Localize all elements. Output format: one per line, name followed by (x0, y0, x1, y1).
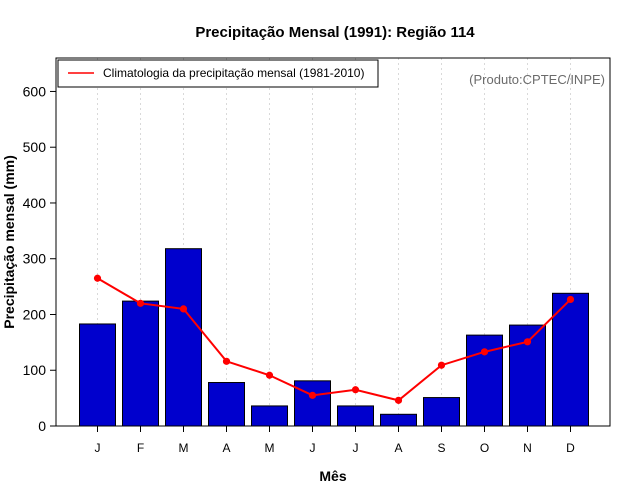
bar (122, 300, 159, 427)
climatology-point (265, 371, 274, 379)
x-tick-label: A (222, 441, 230, 455)
y-tick-label: 500 (23, 139, 47, 155)
climatology-point (222, 357, 231, 365)
x-tick-label: S (437, 441, 445, 455)
bar (79, 323, 116, 427)
x-tick-label: N (523, 441, 532, 455)
bar (251, 405, 288, 427)
bars-group (79, 248, 589, 427)
plot-frame (55, 57, 611, 427)
y-axis-ticks: 0 100 200 300 400 500 600 (23, 83, 56, 434)
climatology-point (179, 305, 188, 313)
climatology-line (96, 277, 572, 402)
x-tick-label: A (394, 441, 402, 455)
x-tick-label: J (353, 441, 359, 455)
legend-label: Climatologia da precipitação mensal (198… (103, 66, 364, 80)
climatology-point (394, 396, 403, 404)
climatology-point (351, 386, 360, 394)
x-tick-label: D (566, 441, 575, 455)
climatology-point (523, 338, 532, 346)
x-tick-label: F (137, 441, 144, 455)
legend: Climatologia da precipitação mensal (198… (57, 59, 379, 88)
climatology-point (566, 295, 575, 304)
x-tick-label: J (310, 441, 316, 455)
y-tick-label: 200 (23, 306, 47, 322)
bar (208, 382, 245, 427)
x-axis-label: Mês (319, 468, 346, 484)
climatology-line-group (93, 274, 575, 404)
credit-text: (Produto:CPTEC/INPE) (469, 72, 605, 87)
y-tick-label: 400 (23, 195, 47, 211)
climatology-point (308, 391, 317, 399)
x-tick-label: J (95, 441, 101, 455)
bar (294, 380, 331, 427)
bar (337, 405, 374, 427)
climatology-point (480, 348, 489, 356)
y-tick-label: 600 (23, 83, 47, 99)
bar (423, 397, 460, 427)
climatology-point (93, 274, 102, 282)
y-tick-label: 100 (23, 362, 47, 378)
y-axis-label: Precipitação mensal (mm) (1, 155, 17, 329)
y-tick-label: 300 (23, 251, 47, 267)
legend-box (57, 59, 379, 88)
bar (380, 413, 417, 427)
bar (165, 248, 202, 427)
x-tick-label: M (265, 441, 275, 455)
climatology-point (136, 299, 145, 307)
climatology-point (437, 361, 446, 369)
y-tick-label: 0 (38, 418, 46, 434)
x-tick-label: O (480, 441, 489, 455)
x-tick-label: M (179, 441, 189, 455)
chart-title: Precipitação Mensal (1991): Região 114 (195, 24, 475, 41)
bar (552, 292, 589, 427)
